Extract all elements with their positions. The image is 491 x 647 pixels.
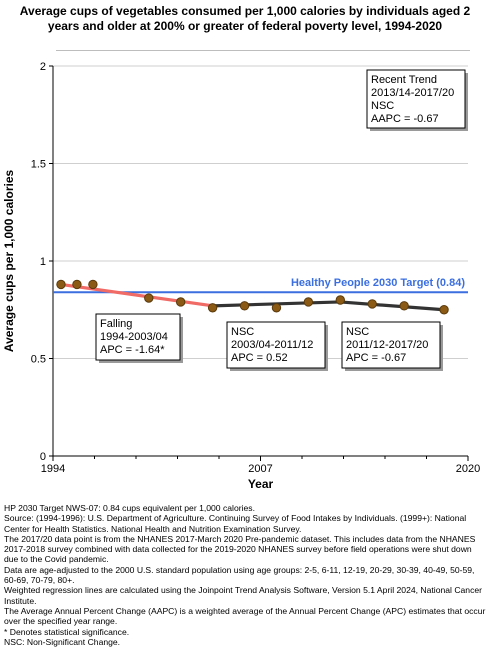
data-point [207, 303, 218, 313]
data-point [72, 279, 82, 290]
footnote-line: Source: (1994-1996): U.S. Department of … [4, 513, 467, 534]
annotation-frame [226, 321, 326, 369]
footnote-line: The 2017/20 data point is from the NHANE… [4, 533, 476, 565]
footnote-line: The Average Annual Percent Change (AAPC)… [4, 605, 486, 627]
data-point [88, 279, 98, 290]
data-point [367, 299, 377, 309]
footnote-line: Data are age-adjusted to the 2000 U.S. s… [4, 564, 475, 586]
annotation-frame [366, 69, 466, 129]
footnote-line: * Denotes statistical significance. [4, 626, 130, 637]
footnote-line: Weighted regression lines are calculated… [4, 585, 483, 606]
y-tick-label: 2 [40, 61, 46, 73]
y-tick-label: 0.5 [31, 354, 46, 366]
annotation-text: Falling [100, 318, 132, 330]
trend-line [59, 282, 215, 308]
chart-title: Average cups of vegetables consumed per … [19, 4, 471, 33]
trend-line [338, 300, 446, 312]
annotation-text: NSC [346, 326, 369, 338]
data-point [271, 303, 282, 313]
footnote-line: NSC: Non-Significant Change. [4, 636, 121, 647]
x-tick-label: 2020 [456, 463, 480, 475]
y-tick-label: 1.5 [31, 159, 46, 171]
chart-svg: 0 0.5 1 1.5 2 1994 2007 2020 Year Average cups pe… [2, 61, 480, 491]
annotation-frame [341, 321, 441, 369]
annotation-text: APC = -0.67 [346, 352, 406, 364]
annotation-text: Recent Trend [371, 74, 437, 86]
x-axis-label: Year [248, 477, 274, 491]
annotation-text: 1994-2003/04 [100, 331, 168, 343]
annotation-text: APC = 0.52 [231, 352, 288, 364]
data-point [239, 301, 250, 311]
annotation-text: APC = -1.64* [100, 344, 165, 356]
x-tick-label: 2007 [248, 463, 272, 475]
data-point [303, 297, 314, 307]
data-point [56, 279, 66, 290]
y-axis-label: Average cups per 1,000 calories [2, 170, 16, 353]
annotation-frame [95, 313, 181, 361]
data-point [335, 295, 346, 305]
annotation-text: 2013/14-2017/20 [371, 87, 454, 99]
target-label: Healthy People 2030 Target (0.84) [291, 277, 465, 289]
footnotes: HP 2030 Target NWS-07: 0.84 cups equival… [4, 503, 488, 647]
annotation-text: NSC [371, 100, 394, 112]
footnote-line: HP 2030 Target NWS-07: 0.84 cups equival… [4, 503, 255, 513]
y-tick-label: 0 [40, 451, 46, 463]
annotation-text: AAPC = -0.67 [371, 113, 439, 125]
annotation-text: 2011/12-2017/20 [346, 339, 428, 351]
x-tick-label: 1994 [41, 463, 65, 475]
title-divider [56, 50, 470, 51]
data-point [399, 301, 409, 311]
annotation-text: NSC [231, 326, 254, 338]
y-tick-label: 1 [40, 256, 46, 268]
data-point [439, 305, 449, 315]
annotation-text: 2003/04-2011/12 [231, 339, 313, 351]
data-point [144, 293, 154, 303]
data-point [175, 297, 186, 307]
